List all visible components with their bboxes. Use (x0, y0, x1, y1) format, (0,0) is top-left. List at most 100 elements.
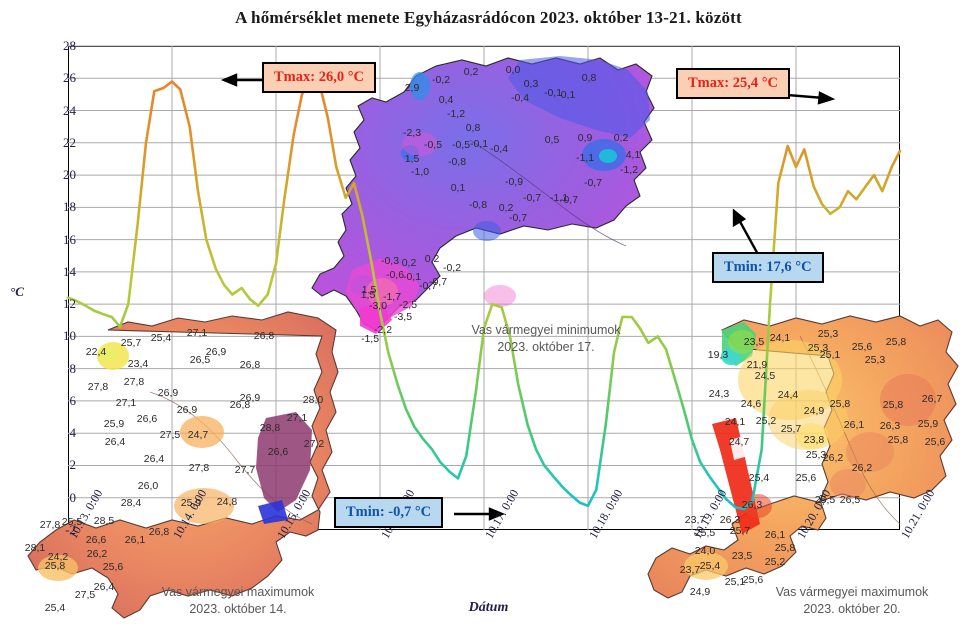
map-value-max14-39: 28,1 (24, 542, 46, 554)
map-value-max14-3: 27,1 (186, 327, 208, 339)
map-value-min17-26: 0,1 (450, 182, 466, 194)
map-value-max20-14: 24,9 (803, 405, 825, 417)
map-value-max20-1: 23,5 (743, 336, 765, 348)
map-value-min17-45: 1,5 (361, 284, 377, 296)
map-value-max14-1: 25,7 (120, 337, 142, 349)
map-value-max20-21: 26,3 (879, 420, 901, 432)
map-value-max14-44: 26,4 (93, 581, 115, 593)
map-value-max20-12: 24,4 (777, 389, 799, 401)
map-value-max20-5: 25,6 (851, 341, 873, 353)
map-value-min17-34: -0,7 (508, 212, 528, 224)
y-tick-3: 4 (69, 425, 77, 441)
y-tick-4: 6 (69, 392, 77, 408)
map-value-max14-25: 26,6 (267, 446, 289, 458)
map-value-min17-41: -0,6 (385, 269, 405, 281)
map-value-min17-0: 2,9 (404, 82, 420, 94)
map-value-max14-23: 28,8 (259, 422, 281, 434)
map-value-max20-29: 26,2 (822, 452, 844, 464)
map-value-max14-38: 26,1 (124, 534, 146, 546)
map-value-min17-1: -0,2 (431, 74, 451, 86)
map-value-max14-0: 22,4 (85, 346, 107, 358)
map-value-max20-38: 26,1 (764, 529, 786, 541)
map-value-max14-6: 26,9 (205, 346, 227, 358)
map-value-min17-21: 1,5 (404, 153, 420, 165)
map-value-min17-15: 0,2 (613, 132, 629, 144)
map-value-max14-41: 26,2 (86, 548, 108, 560)
map-value-max20-2: 24,1 (769, 332, 791, 344)
map-value-min17-7: -0,4 (510, 92, 530, 104)
map-value-max20-11: 24,3 (708, 388, 730, 400)
map-value-min17-31: -0,7 (583, 177, 603, 189)
map-value-max20-6: 25,8 (885, 336, 907, 348)
map-value-min17-48: -3,5 (393, 311, 413, 323)
map-value-max20-26: 25,8 (887, 434, 909, 446)
map-value-max14-4: 26,8 (253, 330, 275, 342)
map-value-max14-22: 27,5 (159, 429, 181, 441)
map-value-max14-30: 25,9 (180, 497, 202, 509)
map-value-max14-18: 26,6 (136, 413, 158, 425)
y-axis-label: °C (10, 284, 24, 299)
map-value-max20-39: 25,5 (694, 527, 716, 539)
map-value-max14-17: 25,9 (103, 418, 125, 430)
map-value-min17-24: -1,2 (619, 164, 639, 176)
plot-area (68, 46, 900, 530)
map-value-min17-3: 0,0 (505, 64, 521, 76)
map-caption-line2: 2023. október 20. (803, 601, 901, 616)
map-value-max20-13: 24,6 (740, 398, 762, 410)
y-tick-10: 18 (63, 199, 76, 215)
map-value-max14-2: 25,4 (150, 332, 172, 344)
map-value-max20-41: 25,8 (774, 542, 796, 554)
map-value-min17-32: -0,8 (468, 199, 488, 211)
x-tick-8: 10.21. 0:00 (898, 486, 938, 541)
map-value-max20-43: 23,5 (731, 550, 753, 562)
map-caption-max-oct14: Vas vármegyei maximumok 2023. október 14… (128, 584, 348, 618)
map-value-min17-9: 0,1 (560, 89, 576, 101)
y-tick-8: 14 (63, 263, 76, 279)
map-value-max20-20: 26,1 (843, 419, 865, 431)
map-caption-min-oct17: Vas vármegyei minimumok 2023. október 17… (436, 322, 656, 356)
map-value-max14-5: 23,4 (127, 358, 149, 370)
map-value-min17-30: -1,1 (549, 192, 569, 204)
map-value-max20-48: 25,6 (742, 574, 764, 586)
callout-tmax-oct14: Tmax: 26,0 °C (262, 62, 376, 93)
map-caption-line1: Vas vármegyei maximumok (161, 585, 315, 599)
map-value-min17-22: -0,8 (447, 156, 467, 168)
map-value-max20-22: 25,9 (917, 418, 939, 430)
map-value-min17-14: 0,9 (577, 132, 593, 144)
map-value-max20-15: 25,8 (829, 398, 851, 410)
map-value-max20-37: 26,3 (719, 514, 741, 526)
map-value-min17-42: -0,1 (402, 271, 422, 283)
callout-tmin-oct20: Tmin: 17,6 °C (712, 252, 824, 283)
map-value-min17-20: 4,1 (625, 149, 641, 161)
map-value-max14-14: 26,9 (176, 404, 198, 416)
map-value-max14-27: 27,8 (188, 462, 210, 474)
y-tick-11: 20 (63, 167, 76, 183)
map-value-min17-44: -0,7 (428, 276, 448, 288)
map-value-max14-32: 28,4 (120, 497, 142, 509)
map-value-max14-29: 26,0 (137, 480, 159, 492)
map-value-min17-35: 1,5 (360, 289, 376, 301)
map-value-min17-46: -1,7 (382, 291, 402, 303)
y-tick-6: 10 (63, 328, 76, 344)
map-value-max14-16: 28,0 (302, 394, 324, 406)
y-tick-14: 26 (63, 70, 76, 86)
map-value-max20-49: 24,9 (689, 586, 711, 598)
map-value-max20-17: 26,7 (921, 393, 943, 405)
x-axis-label: Dátum (468, 600, 509, 615)
map-value-max14-28: 27,7 (234, 464, 256, 476)
callout-tmax-oct20: Tmax: 25,4 °C (676, 68, 790, 99)
map-value-max20-36: 23,7 (684, 514, 706, 526)
page-title: A hőmérséklet menete Egyházasrádócon 202… (235, 8, 742, 27)
map-value-max20-34: 26,5 (839, 494, 861, 506)
y-tick-2: 2 (69, 457, 77, 473)
map-value-max14-34: 28,5 (93, 515, 115, 527)
y-tick-1: 0 (69, 489, 77, 505)
map-value-min17-39: 0,2 (424, 253, 440, 265)
map-value-max20-19: 25,2 (755, 415, 777, 427)
map-value-max20-16: 25,8 (882, 399, 904, 411)
map-caption-line2: 2023. október 14. (189, 601, 287, 616)
map-value-min17-29: -0,9 (504, 176, 524, 188)
map-value-max20-18: 24,1 (724, 416, 746, 428)
y-tick-15: 28 (63, 38, 76, 53)
